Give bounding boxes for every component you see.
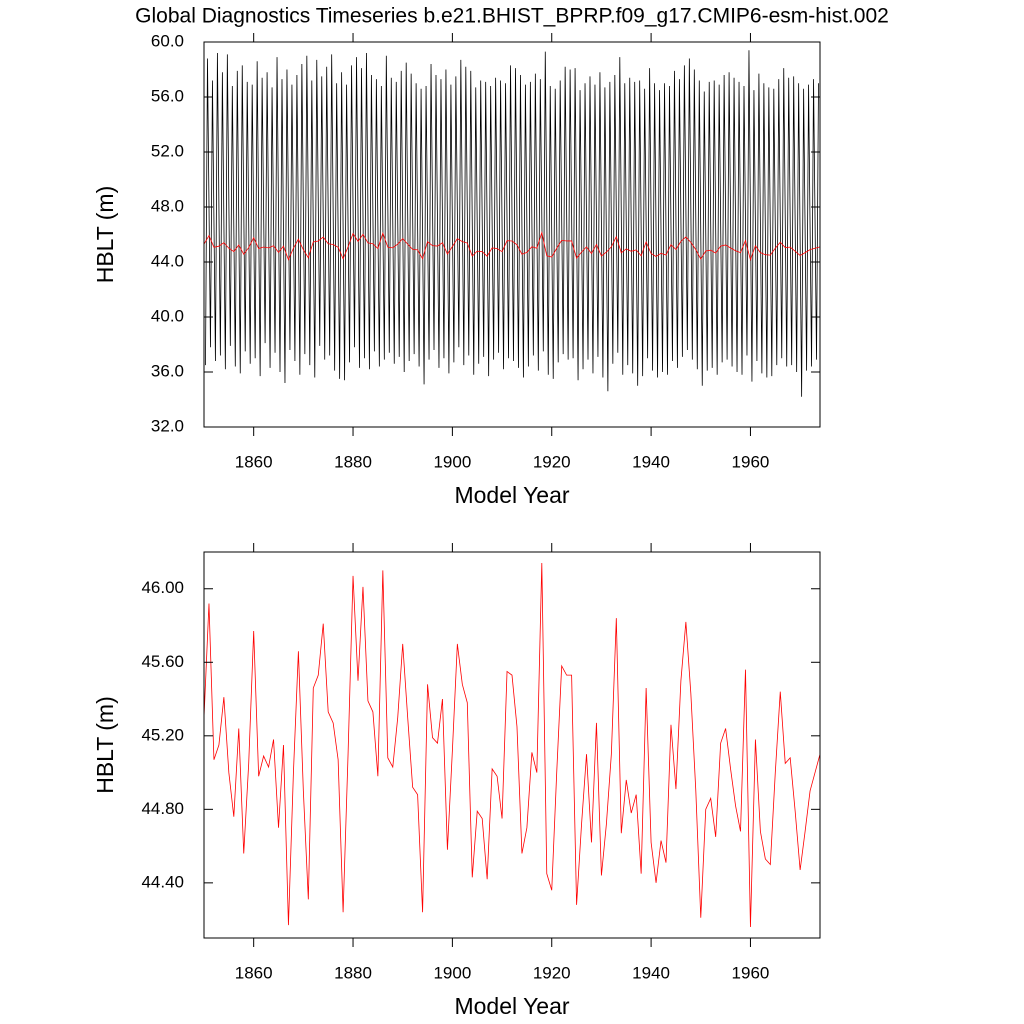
y-tick-label: 52.0: [151, 141, 184, 160]
x-tick-label: 1940: [632, 963, 670, 982]
x-tick-label: 1860: [235, 963, 273, 982]
y-tick-label: 44.0: [151, 251, 184, 270]
data-line: [203, 563, 821, 927]
x-tick-label: 1920: [533, 452, 571, 471]
chart-title: Global Diagnostics Timeseries b.e21.BHIS…: [135, 5, 889, 28]
plot-frame: [203, 551, 821, 939]
y-tick-label: 44.80: [141, 799, 184, 818]
y-axis-title: HBLT (m): [92, 696, 118, 794]
x-tick-label: 1920: [533, 963, 571, 982]
data-line: [205, 50, 819, 397]
y-axis-title: HBLT (m): [92, 186, 118, 284]
y-tick-label: 60.0: [151, 31, 184, 50]
y-tick-label: 40.0: [151, 306, 184, 325]
plot-frame: [203, 41, 821, 428]
x-axis-title: Model Year: [454, 993, 569, 1019]
x-tick-label: 1880: [334, 963, 372, 982]
y-tick-label: 45.60: [141, 652, 184, 671]
x-tick-label: 1900: [433, 452, 471, 471]
y-tick-label: 44.40: [141, 872, 184, 891]
x-tick-label: 1960: [732, 452, 770, 471]
x-tick-label: 1960: [732, 963, 770, 982]
x-axis-title: Model Year: [454, 482, 569, 508]
x-tick-label: 1860: [235, 452, 273, 471]
y-tick-label: 45.20: [141, 725, 184, 744]
y-tick-label: 46.00: [141, 578, 184, 597]
y-tick-label: 56.0: [151, 86, 184, 105]
x-tick-label: 1940: [632, 452, 670, 471]
y-tick-label: 48.0: [151, 196, 184, 215]
y-tick-label: 32.0: [151, 416, 184, 435]
x-tick-label: 1880: [334, 452, 372, 471]
x-tick-label: 1900: [433, 963, 471, 982]
y-tick-label: 36.0: [151, 361, 184, 380]
data-line: [203, 231, 821, 262]
